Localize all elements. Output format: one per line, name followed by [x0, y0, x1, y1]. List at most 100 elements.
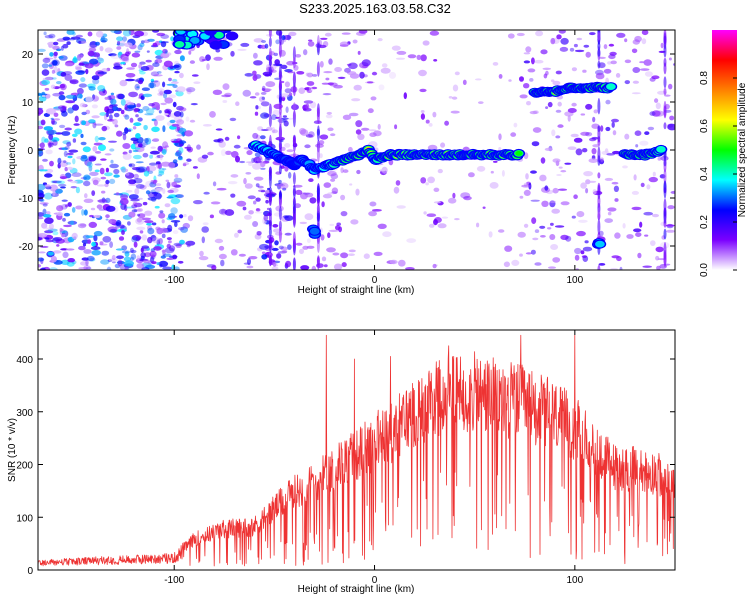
noise-speckle: [373, 251, 383, 256]
streak-speckle: [597, 49, 601, 57]
noise-speckle: [604, 148, 609, 154]
noise-speckle: [341, 32, 351, 35]
noise-speckle: [105, 205, 116, 212]
noise-speckle: [260, 101, 270, 107]
noise-speckle: [89, 58, 99, 65]
noise-speckle: [608, 43, 615, 47]
noise-speckle: [604, 218, 613, 224]
noise-speckle: [651, 110, 661, 117]
streak-speckle: [278, 105, 282, 116]
noise-speckle: [368, 211, 377, 217]
noise-speckle: [557, 101, 562, 107]
noise-speckle: [38, 257, 45, 262]
noise-speckle: [156, 262, 160, 266]
noise-speckle: [349, 73, 360, 79]
noise-speckle: [235, 101, 240, 106]
noise-speckle: [139, 42, 145, 48]
noise-speckle: [607, 207, 617, 212]
noise-speckle: [56, 48, 62, 52]
noise-speckle: [161, 148, 167, 155]
noise-speckle: [160, 102, 167, 106]
noise-speckle: [395, 180, 401, 186]
noise-speckle: [426, 213, 437, 217]
noise-speckle: [47, 251, 54, 256]
noise-speckle: [120, 109, 125, 115]
noise-speckle: [53, 250, 62, 254]
noise-speckle: [41, 69, 50, 76]
noise-speckle: [169, 119, 176, 124]
noise-speckle: [420, 110, 425, 113]
noise-speckle: [162, 125, 166, 133]
noise-speckle: [116, 255, 124, 259]
noise-speckle: [128, 149, 132, 154]
ridge-mark: [177, 37, 182, 41]
noise-speckle: [240, 42, 250, 47]
noise-speckle: [218, 245, 225, 251]
noise-speckle: [287, 34, 291, 41]
noise-speckle: [179, 55, 185, 62]
noise-speckle: [47, 129, 57, 135]
streak-speckle: [292, 197, 296, 214]
noise-speckle: [174, 70, 180, 74]
noise-speckle: [129, 247, 134, 253]
streak-speckle: [268, 103, 272, 117]
noise-speckle: [170, 197, 181, 205]
noise-speckle: [203, 191, 210, 195]
noise-speckle: [371, 71, 378, 76]
ridge-mark: [216, 33, 222, 37]
noise-speckle: [164, 108, 172, 114]
noise-speckle: [652, 171, 656, 177]
noise-speckle: [162, 81, 166, 88]
noise-speckle: [125, 51, 130, 57]
noise-speckle: [130, 249, 137, 254]
noise-speckle: [144, 220, 154, 224]
noise-speckle: [75, 186, 80, 194]
noise-speckle: [322, 93, 332, 96]
noise-speckle: [149, 250, 157, 258]
noise-speckle: [498, 133, 502, 141]
noise-speckle: [261, 96, 265, 101]
noise-speckle: [332, 252, 340, 256]
noise-speckle: [650, 240, 656, 247]
noise-speckle: [328, 229, 339, 232]
noise-speckle: [128, 30, 135, 36]
noise-speckle: [576, 230, 586, 237]
noise-speckle: [550, 37, 556, 45]
noise-speckle: [230, 50, 235, 57]
noise-speckle: [56, 244, 60, 247]
noise-speckle: [59, 160, 69, 167]
noise-speckle: [132, 202, 138, 205]
noise-speckle: [580, 113, 586, 116]
noise-speckle: [123, 256, 131, 262]
noise-speckle: [141, 87, 150, 91]
noise-speckle: [116, 36, 124, 42]
noise-speckle: [560, 170, 567, 173]
noise-speckle: [125, 172, 135, 179]
noise-speckle: [239, 160, 246, 164]
streak-speckle: [292, 211, 296, 228]
streak-speckle: [292, 257, 296, 270]
noise-speckle: [218, 140, 226, 148]
noise-speckle: [531, 217, 537, 225]
noise-speckle: [173, 111, 182, 117]
noise-speckle: [159, 90, 164, 96]
noise-speckle: [571, 102, 577, 107]
noise-speckle: [124, 42, 133, 48]
noise-speckle: [433, 187, 440, 192]
noise-speckle: [97, 198, 108, 204]
spectrogram-ridge: [172, 30, 668, 249]
spectrogram-x-axis-label: Height of straight line (km): [298, 285, 415, 296]
noise-speckle: [255, 183, 260, 188]
noise-speckle: [582, 246, 593, 252]
noise-speckle: [263, 88, 272, 91]
noise-speckle: [525, 46, 532, 53]
noise-speckle: [98, 144, 106, 151]
noise-speckle: [160, 255, 166, 259]
noise-speckle: [71, 172, 82, 177]
noise-speckle: [248, 256, 258, 260]
noise-speckle: [632, 39, 640, 45]
noise-speckle: [342, 114, 352, 121]
noise-speckle: [588, 158, 599, 164]
noise-speckle: [198, 256, 209, 261]
